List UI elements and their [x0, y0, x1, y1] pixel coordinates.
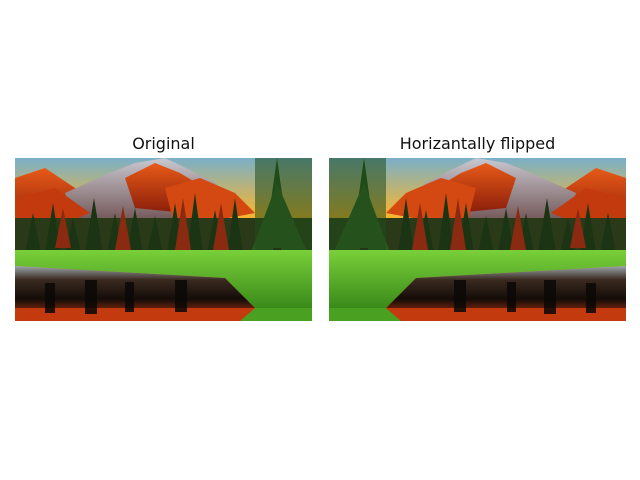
panel-title-flipped: Horizantally flipped: [399, 134, 556, 153]
flipped-landscape-picture: [329, 158, 626, 321]
original-image: [15, 158, 312, 321]
flipped-image: [329, 158, 626, 321]
panel-title-original: Original: [132, 134, 195, 153]
original-landscape-picture: [15, 158, 312, 321]
